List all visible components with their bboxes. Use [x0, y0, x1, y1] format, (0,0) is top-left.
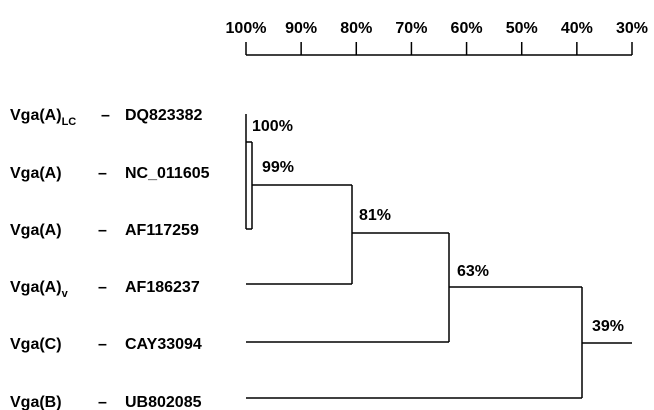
leaf-label-af186237: Vga(A)v – AF186237: [10, 279, 200, 300]
node-label-39: 39%: [592, 318, 624, 335]
leaf-gene-subscript: LC: [62, 116, 77, 128]
leaf-separator: –: [98, 279, 107, 296]
node-label-100: 100%: [252, 118, 293, 135]
leaf-separator: –: [98, 165, 107, 182]
scale-tick-label: 90%: [285, 20, 317, 37]
leaf-label-af117259: Vga(A) – AF117259: [10, 222, 199, 239]
leaf-accession: AF117259: [125, 222, 199, 239]
leaf-gene-name: Vga(A)v: [10, 279, 69, 300]
scale-tick-label: 80%: [340, 20, 372, 37]
scale-tick-label: 100%: [226, 20, 267, 37]
leaf-separator: –: [101, 107, 110, 124]
leaf-separator: –: [98, 222, 107, 239]
leaf-label-ub802085: Vga(B) – UB802085: [10, 394, 202, 410]
leaf-gene-name: Vga(A): [10, 165, 62, 182]
node-labels: 100% 99% 81% 63% 39%: [252, 118, 624, 335]
scale-tick-label: 60%: [451, 20, 483, 37]
scale-tick-label: 30%: [616, 20, 648, 37]
tree-branches: [245, 114, 632, 399]
scale-ticks: [245, 42, 633, 55]
leaf-gene-subscript: v: [62, 288, 69, 300]
node-label-81: 81%: [359, 207, 391, 224]
leaf-label-cay33094: Vga(C) – CAY33094: [10, 336, 202, 353]
leaf-gene-name: Vga(A)LC: [10, 107, 76, 128]
leaf-accession: UB802085: [125, 394, 202, 410]
scale-tick-label: 70%: [395, 20, 427, 37]
node-label-63: 63%: [457, 263, 489, 280]
similarity-scale: 100% 90% 80% 70% 60% 50% 40% 30%: [226, 20, 648, 56]
node-label-99: 99%: [262, 159, 294, 176]
leaf-gene-name: Vga(C): [10, 336, 62, 353]
leaf-accession: CAY33094: [125, 336, 202, 353]
scale-tick-label: 40%: [561, 20, 593, 37]
scale-tick-label: 50%: [506, 20, 538, 37]
leaf-accession: DQ823382: [125, 107, 202, 124]
leaf-separator: –: [98, 394, 107, 410]
scale-labels: 100% 90% 80% 70% 60% 50% 40% 30%: [226, 20, 648, 37]
leaf-label-nc_011605: Vga(A) – NC_011605: [10, 165, 210, 182]
leaf-separator: –: [98, 336, 107, 353]
leaf-accession: NC_011605: [125, 165, 210, 182]
leaf-gene-name: Vga(A): [10, 222, 62, 239]
leaf-label-dq823382: Vga(A)LC – DQ823382: [10, 107, 202, 128]
leaf-accession: AF186237: [125, 279, 200, 296]
leaf-gene-name: Vga(B): [10, 394, 62, 410]
